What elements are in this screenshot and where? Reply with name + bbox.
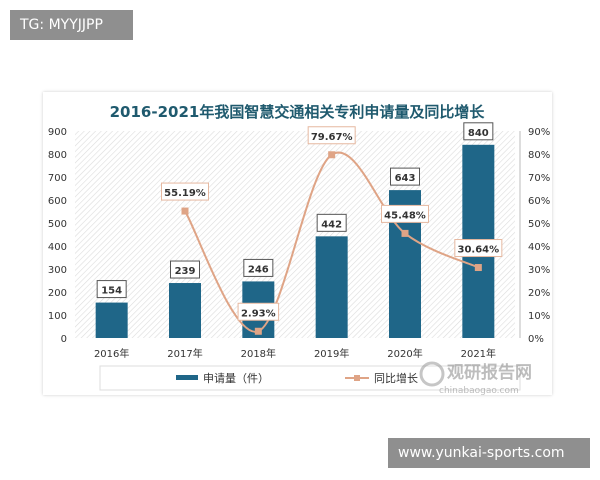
bar-label-box [96, 280, 127, 299]
bar [315, 236, 348, 338]
watermark-bottom: www.yunkai-sports.com [388, 438, 590, 468]
logo-watermark: 观研报告网 chinabaogao.com [419, 361, 532, 396]
bar-data-label: 154 [101, 286, 122, 297]
bar-data-label: 643 [395, 173, 416, 184]
bar-data-label: 239 [175, 266, 196, 277]
growth-marker [328, 151, 336, 159]
growth-line [184, 151, 479, 333]
legend-bar-swatch [176, 375, 198, 380]
right-tick-label: 30% [528, 265, 550, 276]
right-tick-label: 60% [528, 196, 550, 207]
left-tick-label: 100 [48, 311, 67, 322]
bar-data-label: 246 [248, 264, 269, 275]
growth-label-box [307, 126, 356, 145]
bar-label-box [463, 122, 494, 141]
bar [169, 283, 201, 338]
legend-line-marker [354, 375, 360, 381]
growth-marker [254, 327, 262, 335]
left-tick-label: 800 [48, 150, 67, 161]
growth-marker [474, 264, 482, 272]
logo-domain: chinabaogao.com [439, 386, 519, 396]
growth-label-box [454, 239, 503, 258]
right-tick-label: 40% [528, 242, 550, 253]
logo-name: 观研报告网 [446, 362, 532, 383]
x-tick-label: 2017年 [167, 347, 202, 360]
right-tick-label: 0% [528, 334, 544, 345]
growth-data-label: 2.93% [241, 308, 276, 319]
growth-label-box [381, 204, 429, 223]
growth-data-label: 30.64% [458, 245, 500, 256]
growth-marker [401, 229, 409, 237]
growth-label-box [237, 302, 280, 321]
right-tick-label: 80% [528, 150, 550, 161]
x-tick-label: 2016年 [94, 347, 129, 360]
bar-data-label: 442 [321, 219, 342, 230]
left-tick-label: 700 [48, 173, 67, 184]
left-tick-label: 300 [48, 265, 67, 276]
x-tick-label: 2021年 [461, 347, 496, 360]
right-tick-label: 90% [528, 127, 550, 138]
x-tick-label: 2018年 [241, 347, 276, 360]
right-tick-label: 50% [528, 219, 550, 230]
growth-data-label: 45.48% [384, 210, 426, 221]
growth-data-label: 55.19% [164, 188, 206, 199]
bar-label-box [170, 260, 200, 279]
growth-data-label: 79.67% [311, 132, 353, 143]
bar-label-box [390, 167, 420, 186]
right-tick-label: 10% [528, 311, 550, 322]
watermark-top: TG: MYYJJPP [10, 10, 133, 40]
bar-label-box [243, 258, 274, 277]
right-tick-label: 20% [528, 288, 550, 299]
legend-bar-label: 申请量（件） [203, 372, 269, 385]
left-tick-label: 900 [48, 127, 67, 138]
x-tick-label: 2020年 [387, 347, 422, 360]
left-tick-label: 0 [61, 334, 67, 345]
plot-area [75, 131, 515, 338]
left-tick-label: 500 [48, 219, 67, 230]
left-tick-label: 400 [48, 242, 67, 253]
growth-label-box [161, 182, 209, 201]
left-tick-label: 200 [48, 288, 67, 299]
legend: 申请量（件） 同比增长 [99, 365, 521, 391]
chart-title: 2016-2021年我国智慧交通相关专利申请量及同比增长 [110, 103, 486, 121]
legend-line-label: 同比增长 [374, 371, 418, 385]
bar-label-box [316, 213, 347, 232]
x-tick-label: 2019年 [314, 347, 349, 360]
bar [95, 302, 128, 338]
right-tick-label: 70% [528, 173, 550, 184]
left-tick-label: 600 [48, 196, 67, 207]
growth-marker [181, 207, 189, 215]
bar-data-label: 840 [468, 128, 489, 139]
